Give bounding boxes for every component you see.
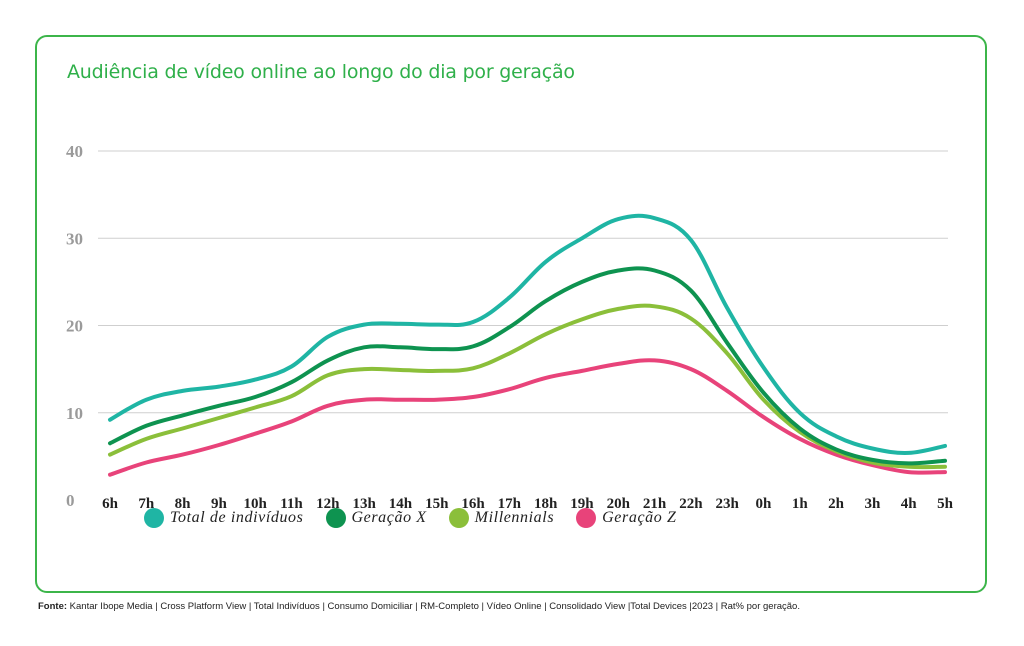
x-tick-label: 3h xyxy=(864,496,881,512)
source-text: Kantar Ibope Media | Cross Platform View… xyxy=(69,601,800,612)
legend-label: Geração X xyxy=(351,509,427,526)
y-tick-label: 30 xyxy=(66,229,83,248)
x-tick-label: 14h xyxy=(389,496,413,512)
y-tick-label: 0 xyxy=(66,491,75,510)
y-tick-label: 40 xyxy=(66,142,83,161)
series-line-millennials xyxy=(108,303,947,470)
x-tick-label: 21h xyxy=(643,496,667,512)
legend-swatch xyxy=(576,508,597,528)
legend-swatch xyxy=(448,508,469,528)
x-tick-label: 23h xyxy=(716,496,740,512)
x-tick-label: 17h xyxy=(498,496,522,512)
legend-label: Geração Z xyxy=(602,509,677,526)
x-tick-label: 0h xyxy=(756,496,773,512)
legend-swatch xyxy=(144,508,164,528)
y-tick-label: 10 xyxy=(66,404,83,423)
x-tick-label: 10h xyxy=(244,496,268,512)
source-label: Fonte: xyxy=(38,601,68,612)
x-tick-label: 20h xyxy=(607,496,631,512)
legend-label: Millennials xyxy=(474,509,555,526)
x-tick-label: 2h xyxy=(828,496,845,512)
legend-item: Millennials xyxy=(448,508,555,528)
legend: Total de indivíduos Geração X Millennials G… xyxy=(144,508,698,528)
x-tick-label: 8h xyxy=(175,496,192,512)
chart-card: Audiência de vídeo online ao longo do di… xyxy=(35,35,987,593)
chart-title: Audiência de vídeo online ao longo do di… xyxy=(67,61,575,83)
x-tick-label: 22h xyxy=(679,496,703,512)
legend-item: Geração Z xyxy=(576,508,676,528)
x-tick-label: 13h xyxy=(352,496,376,512)
x-tick-label: 9h xyxy=(211,496,228,512)
x-tick-label: 1h xyxy=(792,496,809,512)
x-tick-label: 11h xyxy=(280,496,303,512)
legend-swatch xyxy=(325,508,346,528)
x-tick-label: 4h xyxy=(901,496,918,512)
x-tick-label: 5h xyxy=(937,496,954,512)
legend-item: Total de indivíduos xyxy=(144,508,304,528)
legend-label: Total de indivíduos xyxy=(170,509,304,526)
x-tick-label: 16h xyxy=(461,496,485,512)
series-line-total-de-individuos xyxy=(108,213,947,455)
y-tick-label: 20 xyxy=(66,317,83,336)
legend-item: Geração X xyxy=(325,508,427,528)
x-tick-label: 18h xyxy=(534,496,558,512)
x-tick-label: 6h xyxy=(102,496,119,512)
series-line-geracao-x xyxy=(108,266,947,466)
source-note: Fonte: Kantar Ibope Media | Cross Platfo… xyxy=(38,601,800,612)
x-tick-label: 15h xyxy=(425,496,449,512)
series-line-geracao-z xyxy=(108,358,947,477)
